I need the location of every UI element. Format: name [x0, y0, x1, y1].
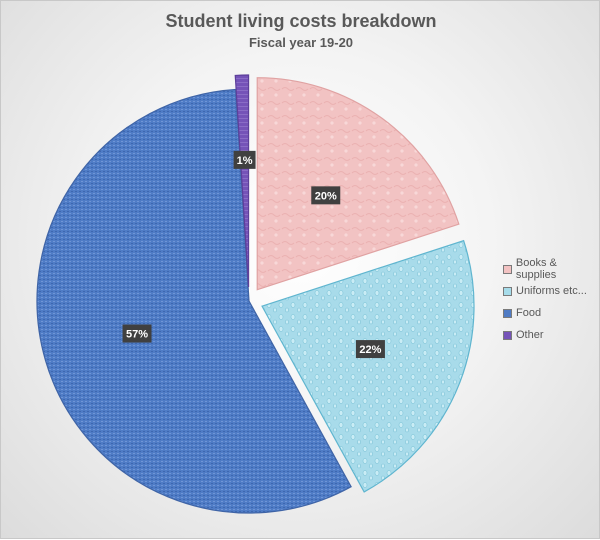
pie-slice-uniforms: [261, 239, 475, 493]
legend-swatch: [503, 330, 512, 340]
legend-swatch: [503, 264, 512, 274]
data-label-uniforms: 22%: [355, 340, 385, 359]
legend-swatch: [503, 308, 512, 318]
legend-label: Uniforms etc...: [516, 285, 587, 297]
legend-swatch: [503, 286, 512, 296]
chart-subtitle: Fiscal year 19-20: [248, 35, 354, 50]
pie-slice-food: [36, 88, 352, 514]
legend-item-books-supplies: Books & supplies: [503, 257, 599, 281]
data-label-text: 22%: [359, 344, 381, 356]
pie-slice-other: [234, 74, 250, 288]
data-label-box: [311, 186, 341, 205]
legend-item-other: Other: [503, 324, 599, 346]
data-label-books-supplies: 20%: [311, 186, 341, 205]
data-label-box: [233, 150, 256, 169]
legend-item-uniforms: Uniforms etc...: [503, 280, 599, 302]
pie-slice-books-supplies: [256, 77, 460, 291]
data-label-box: [355, 340, 385, 359]
legend-label: Other: [516, 329, 544, 341]
data-label-food: 57%: [122, 324, 152, 343]
data-label-text: 20%: [315, 190, 337, 202]
data-label-text: 1%: [237, 155, 253, 167]
data-label-other: 1%: [233, 150, 256, 169]
legend: Books & supplies Uniforms etc... Food Ot…: [503, 257, 599, 346]
data-label-text: 57%: [126, 329, 148, 341]
data-label-box: [122, 324, 152, 343]
legend-label: Books & supplies: [515, 257, 557, 281]
chart-title: Student living costs breakdown: [165, 11, 437, 31]
legend-item-food: Food: [503, 302, 599, 324]
legend-label: Food: [516, 307, 542, 319]
